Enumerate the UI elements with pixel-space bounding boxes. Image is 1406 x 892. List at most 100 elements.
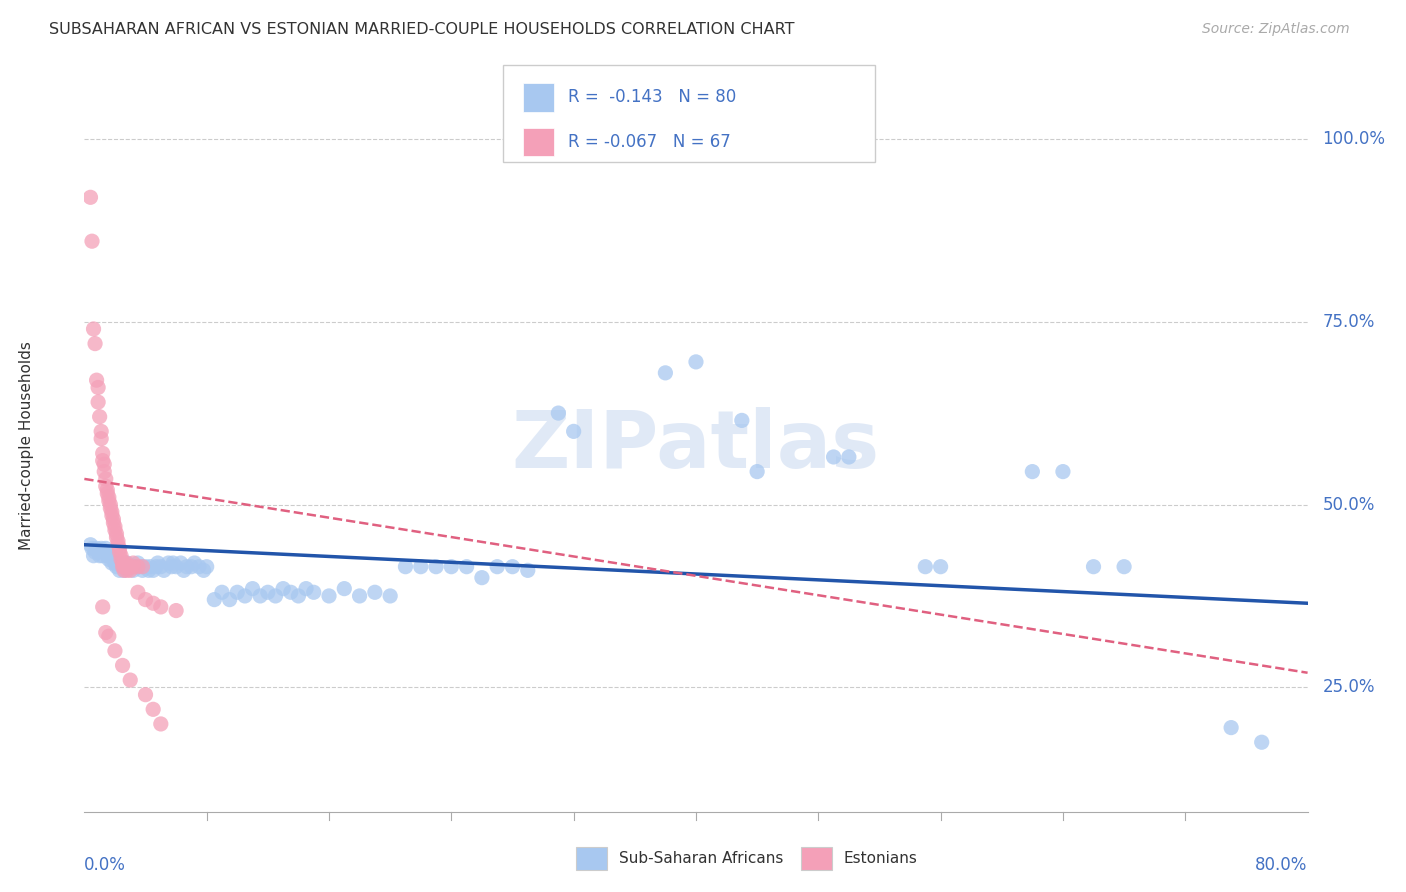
- Point: [139, 559, 162, 574]
- Point: [257, 585, 280, 599]
- Point: [105, 559, 128, 574]
- Text: Sub-Saharan Africans: Sub-Saharan Africans: [619, 851, 783, 866]
- Point: [93, 545, 115, 559]
- Point: [127, 585, 149, 599]
- Point: [111, 658, 134, 673]
- Point: [287, 589, 309, 603]
- Point: [333, 582, 356, 596]
- Point: [98, 498, 121, 512]
- Point: [112, 563, 135, 577]
- Point: [107, 556, 129, 570]
- Point: [122, 559, 145, 574]
- Point: [90, 432, 112, 446]
- Point: [111, 556, 134, 570]
- Point: [135, 688, 157, 702]
- Point: [90, 541, 112, 556]
- Point: [162, 556, 184, 570]
- Point: [471, 571, 494, 585]
- Point: [731, 413, 754, 427]
- Point: [425, 559, 447, 574]
- Point: [142, 596, 165, 610]
- Point: [114, 556, 136, 570]
- Text: Married-couple Households: Married-couple Households: [18, 342, 34, 550]
- Point: [1250, 735, 1272, 749]
- Point: [120, 563, 142, 577]
- Point: [87, 395, 110, 409]
- Point: [79, 538, 101, 552]
- Point: [747, 465, 769, 479]
- Point: [129, 559, 152, 574]
- Text: 80.0%: 80.0%: [1256, 855, 1308, 873]
- Point: [226, 585, 249, 599]
- Point: [242, 582, 264, 596]
- Point: [96, 549, 118, 563]
- Point: [94, 472, 117, 486]
- Point: [271, 582, 294, 596]
- Point: [105, 526, 128, 541]
- Point: [654, 366, 676, 380]
- Point: [103, 552, 125, 566]
- Point: [146, 556, 169, 570]
- Point: [112, 563, 135, 577]
- Point: [486, 559, 509, 574]
- Point: [104, 644, 127, 658]
- Point: [91, 599, 114, 614]
- Point: [685, 355, 707, 369]
- Point: [127, 556, 149, 570]
- Point: [115, 563, 138, 577]
- Point: [120, 559, 142, 574]
- Point: [149, 717, 172, 731]
- Point: [233, 589, 256, 603]
- Point: [160, 559, 183, 574]
- Point: [107, 534, 129, 549]
- Point: [115, 559, 138, 574]
- Point: [157, 556, 180, 570]
- Point: [135, 559, 157, 574]
- Point: [122, 556, 145, 570]
- Point: [110, 552, 132, 566]
- Point: [318, 589, 340, 603]
- Point: [170, 556, 193, 570]
- Point: [97, 552, 120, 566]
- Point: [84, 336, 107, 351]
- Point: [302, 585, 325, 599]
- Text: 100.0%: 100.0%: [1322, 130, 1385, 148]
- Text: Estonians: Estonians: [844, 851, 918, 866]
- Point: [142, 702, 165, 716]
- Text: 25.0%: 25.0%: [1322, 679, 1375, 697]
- Point: [562, 425, 585, 439]
- Point: [111, 559, 134, 574]
- Point: [97, 629, 120, 643]
- Point: [153, 563, 176, 577]
- Point: [120, 673, 142, 687]
- Point: [114, 559, 136, 574]
- Point: [547, 406, 569, 420]
- Point: [122, 563, 145, 577]
- Point: [91, 446, 114, 460]
- Point: [93, 457, 115, 471]
- Point: [838, 450, 860, 464]
- Point: [96, 486, 118, 500]
- Point: [94, 479, 117, 493]
- Text: R = -0.067   N = 67: R = -0.067 N = 67: [568, 133, 731, 151]
- Point: [1114, 559, 1136, 574]
- Text: 75.0%: 75.0%: [1322, 313, 1375, 331]
- Point: [84, 545, 107, 559]
- Point: [103, 516, 125, 530]
- Point: [104, 519, 127, 533]
- Point: [97, 494, 120, 508]
- Point: [135, 592, 157, 607]
- Point: [94, 541, 117, 556]
- Point: [165, 559, 187, 574]
- Point: [94, 625, 117, 640]
- Point: [108, 541, 131, 556]
- Point: [188, 559, 211, 574]
- Point: [280, 585, 302, 599]
- Point: [131, 563, 153, 577]
- Point: [149, 559, 172, 574]
- Point: [89, 549, 111, 563]
- Point: [112, 559, 135, 574]
- Point: [104, 556, 127, 570]
- Point: [89, 409, 111, 424]
- Point: [1083, 559, 1105, 574]
